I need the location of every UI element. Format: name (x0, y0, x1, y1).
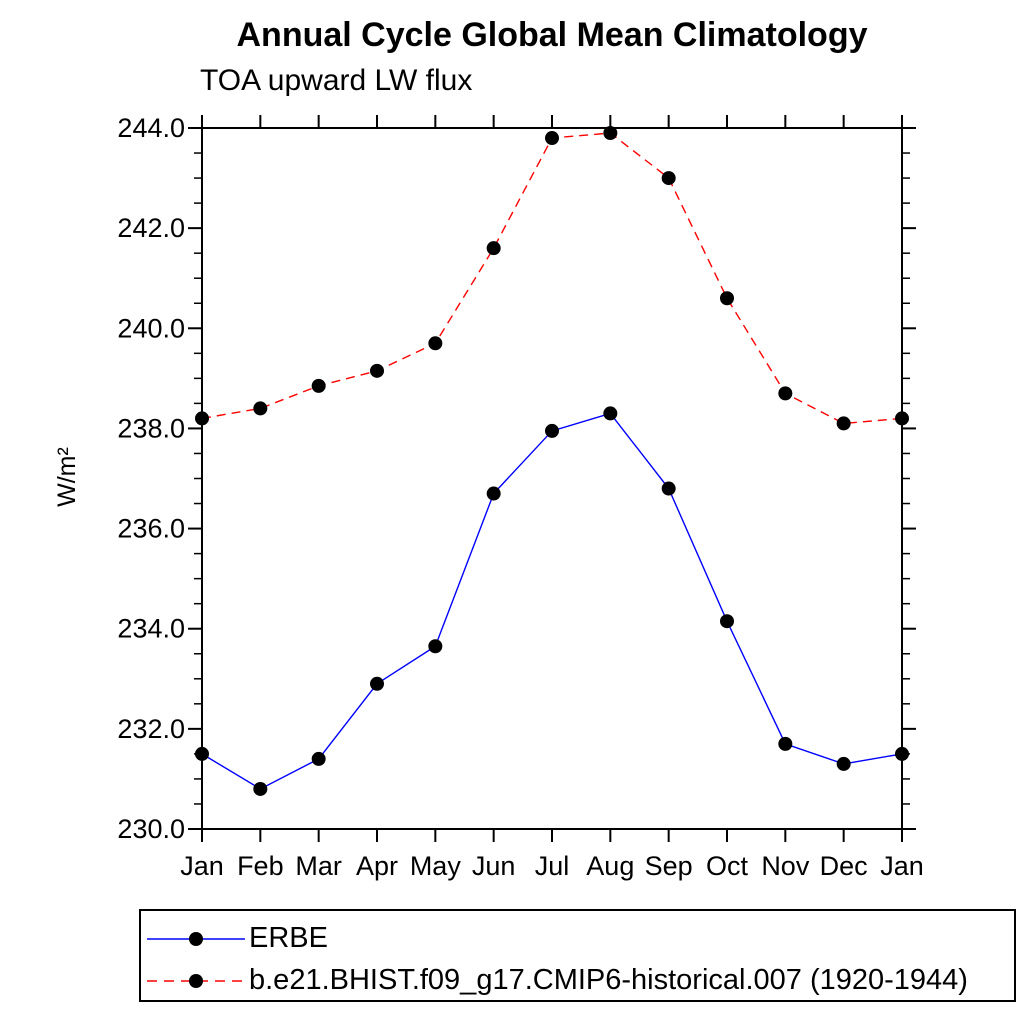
data-point-marker (195, 746, 209, 761)
data-point-marker (486, 241, 501, 256)
x-tick-label: Jan (180, 851, 224, 881)
chart-title: Annual Cycle Global Mean Climatology (236, 16, 868, 54)
x-tick-label: Aug (586, 851, 634, 881)
data-point-marker (720, 291, 734, 306)
y-tick-label: 236.0 (117, 514, 185, 544)
data-point-marker (720, 614, 734, 629)
data-point-marker (661, 481, 676, 496)
x-tick-label: Jun (472, 851, 516, 881)
chart-subtitle: TOA upward LW flux (200, 64, 473, 97)
legend-line-sample (147, 932, 245, 946)
x-tick-label: Jul (535, 851, 570, 881)
series-marker-icon (189, 974, 203, 988)
data-point-marker (603, 126, 618, 141)
data-point-marker (428, 336, 443, 351)
data-point-marker (603, 406, 618, 421)
legend-line-sample (147, 974, 245, 988)
series-marker-icon (189, 932, 203, 946)
data-point-marker (311, 751, 326, 766)
data-point-marker (253, 781, 268, 796)
x-tick-label: May (410, 851, 462, 881)
y-tick-label: 244.0 (117, 113, 185, 143)
data-point-marker (370, 363, 384, 378)
x-tick-label: Nov (761, 851, 810, 881)
x-tick-label: Apr (356, 851, 398, 881)
legend-item: b.e21.BHIST.f09_g17.CMIP6-historical.007… (145, 965, 1005, 995)
data-point-marker (253, 401, 268, 416)
legend-label: b.e21.BHIST.f09_g17.CMIP6-historical.007… (249, 964, 968, 996)
data-point-marker (661, 171, 676, 186)
data-point-marker (778, 736, 793, 751)
data-point-marker (486, 486, 501, 501)
legend-item: ERBE (145, 923, 1005, 953)
data-point-marker (195, 411, 209, 426)
legend-label: ERBE (249, 922, 328, 954)
data-point-marker (545, 131, 559, 146)
y-tick-label: 232.0 (117, 714, 185, 744)
legend: ERBE b.e21.BHIST.f09_g17.CMIP6-historical… (139, 909, 1016, 1002)
data-point-marker (778, 386, 793, 401)
x-tick-label: Feb (237, 851, 284, 881)
y-tick-label: 242.0 (117, 213, 185, 243)
data-point-marker (895, 746, 909, 761)
y-tick-label: 238.0 (117, 413, 185, 443)
x-tick-label: Sep (645, 851, 693, 881)
y-tick-label: 234.0 (117, 614, 185, 644)
data-point-marker (836, 416, 851, 431)
data-point-marker (545, 423, 559, 438)
y-tick-label: 230.0 (117, 814, 185, 844)
data-point-marker (895, 411, 909, 426)
y-tick-label: 240.0 (117, 313, 185, 343)
data-point-marker (370, 676, 384, 691)
series-line-1 (201, 132, 903, 425)
plot-border (201, 127, 903, 830)
x-tick-label: Jan (880, 851, 924, 881)
x-tick-label: Mar (295, 851, 342, 881)
x-tick-label: Oct (706, 851, 749, 881)
data-point-marker (311, 378, 326, 393)
x-tick-label: Dec (820, 851, 868, 881)
data-point-marker (428, 639, 443, 654)
data-point-marker (836, 756, 851, 771)
series-line-0 (201, 412, 903, 790)
